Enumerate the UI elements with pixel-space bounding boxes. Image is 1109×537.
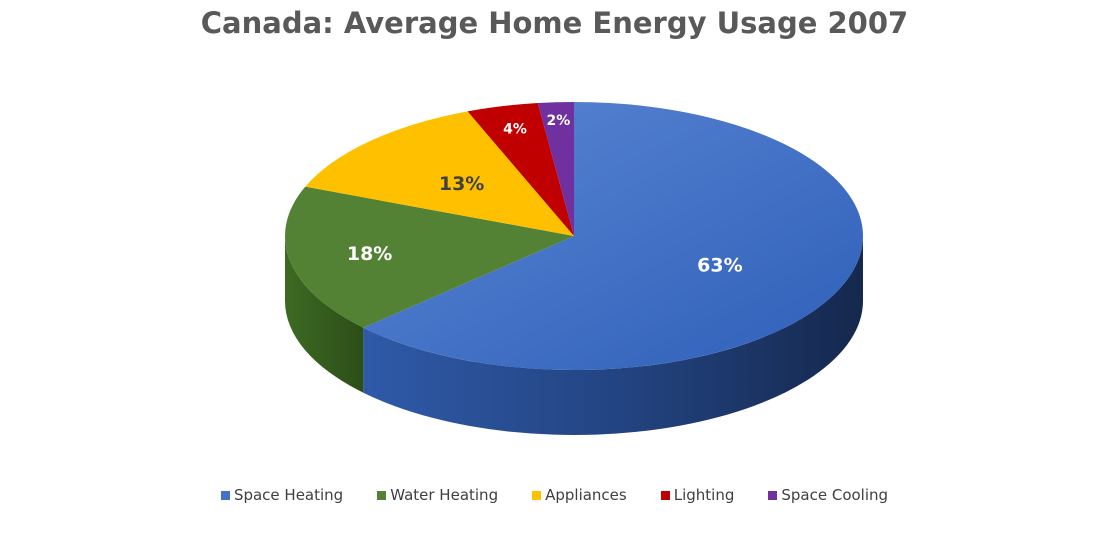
pie-slice-appliances [305,111,574,236]
legend: Space Heating Water Heating Appliances Ligh… [0,486,1109,504]
legend-label: Appliances [545,486,627,504]
pie-slice-space-heating [363,102,864,370]
data-label-appliances: 13% [439,173,484,195]
legend-item-space-cooling: Space Cooling [768,486,888,504]
pie-slice-lighting [467,103,574,236]
legend-swatch [768,490,778,500]
legend-swatch [220,490,230,500]
legend-label: Water Heating [390,486,499,504]
data-label-space-heating: 63% [697,254,742,276]
pie-side-space-heating [363,236,864,435]
legend-label: Lighting [673,486,735,504]
data-label-lighting: 4% [503,122,527,138]
legend-swatch [660,490,670,500]
legend-item-appliances: Appliances [532,486,627,504]
legend-swatch [377,490,387,500]
pie-chart: 63% 18% 13% 4% 2% [285,102,864,435]
legend-item-water-heating: Water Heating [377,486,498,504]
legend-label: Space Heating [233,486,344,504]
legend-label: Space Cooling [781,486,889,504]
pie-side-water-heating [285,236,364,393]
legend-item-lighting: Lighting [660,486,735,504]
pie-slice-water-heating [285,186,574,328]
data-label-water-heating: 18% [347,243,392,265]
legend-item-space-heating: Space Heating [220,486,344,504]
legend-swatch [532,490,542,500]
chart-title: Canada: Average Home Energy Usage 2007 [200,6,909,40]
pie-slice-space-cooling [537,102,574,236]
data-label-space-cooling: 2% [547,113,571,129]
